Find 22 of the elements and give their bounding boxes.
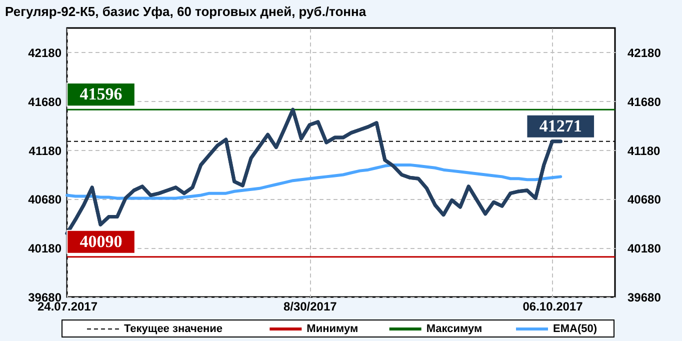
y2-tick-label: 42180 [628, 46, 662, 60]
legend-label: Минимум [306, 323, 358, 335]
y2-tick-label: 41680 [628, 94, 662, 109]
y-tick-label: 41180 [28, 144, 62, 158]
y-tick-label: 40680 [28, 192, 62, 207]
y2-tick-label: 40180 [628, 242, 662, 256]
annotation: 41271 [539, 116, 582, 136]
legend-label: Текущее значение [124, 323, 222, 335]
annotation: 41596 [80, 84, 122, 104]
chart-title: Регуляр-92-К5, базис Уфа, 60 торговых дней, руб./тонна [5, 4, 367, 19]
y-tick-label: 42180 [28, 46, 62, 60]
x-tick-label: 8/30/2017 [283, 300, 338, 314]
y2-tick-label: 40680 [628, 192, 662, 207]
y-tick-label: 40180 [28, 242, 62, 256]
annotation: 40090 [80, 232, 122, 251]
legend-label: EMA(50) [553, 323, 598, 335]
y2-tick-label: 41180 [628, 144, 661, 158]
legend-label: Максимум [426, 323, 482, 335]
y2-tick-label: 39680 [628, 290, 662, 304]
x-tick-label: 06.10.2017 [522, 300, 584, 314]
line-series [66, 163, 562, 200]
y-tick-label: 41680 [28, 94, 62, 109]
